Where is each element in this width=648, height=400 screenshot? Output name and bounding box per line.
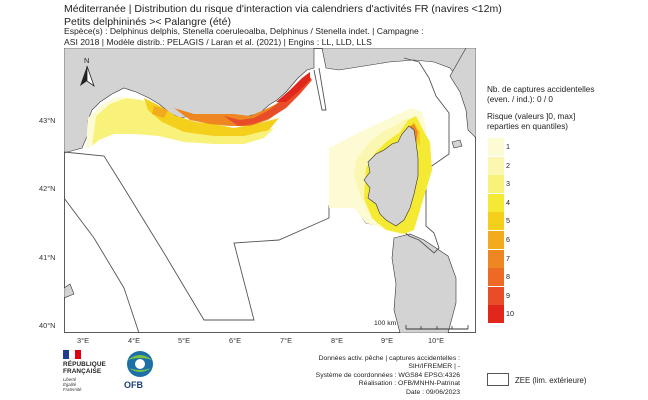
risk-zone-coast-class-10 [276, 72, 310, 102]
lon-tick-6: 6°E [229, 336, 241, 345]
lon-tick-9: 9°E [381, 336, 393, 345]
rf-motto-1: Liberté [63, 377, 77, 382]
land-corsica [363, 125, 419, 227]
risk-zone-coast-class-5 [144, 98, 279, 136]
scale-label: 100 km [374, 320, 397, 327]
legend-swatch-7 [488, 249, 504, 268]
subtitle-line-2: ASI 2018 | Modèle distrib.: PELAGIS / La… [64, 36, 372, 47]
captures-title-line-1: Nb. de captures accidentelles [487, 85, 595, 94]
republique-francaise-logo: RÉPUBLIQUE FRANÇAISE Liberté Égalité Fra… [63, 350, 115, 394]
legend-swatch-10 [488, 305, 504, 324]
legend-swatch-3 [488, 175, 504, 194]
zee-legend-label: ZEE (lim. extérieure) [515, 376, 587, 385]
footer-credits: Données activ. pêche | captures accident… [316, 355, 460, 397]
legend-label-6: 6 [506, 235, 510, 244]
ofb-logo: OFB [120, 350, 160, 394]
risk-map [64, 48, 476, 333]
captures-title-line-2: (even. / ind.): 0 / 0 [487, 95, 553, 104]
footer-line-1: Données activ. pêche | captures accident… [318, 355, 460, 362]
lon-tick-4: 4°E [128, 336, 140, 345]
risk-legend-title: Risque (valeurs ]0, max] reparties en qu… [487, 112, 575, 132]
zee-legend-swatch [487, 373, 509, 386]
legend-swatch-6 [488, 231, 504, 249]
lon-tick-10: 10°E [428, 336, 445, 345]
marianne-flag-icon [63, 350, 81, 359]
footer-line-3: Système de coordonnées : WGS84 EPSG:4326 [315, 371, 460, 379]
legend-swatch-9 [488, 286, 504, 305]
title-line-1: Méditerranée | Distribution du risque d'… [64, 3, 502, 15]
land-minorca [64, 283, 75, 299]
north-label: N [84, 56, 90, 65]
legend-swatch-8 [488, 268, 504, 287]
map-title: Méditerranée | Distribution du risque d'… [64, 3, 502, 28]
ofb-emblem-icon [127, 351, 153, 377]
map-subtitle: Espèce(s) : Delphinus delphis, Stenella … [64, 26, 424, 47]
legend-swatch-1 [488, 138, 504, 156]
title-line-2: Petits delphininés >< Palangre (été) [64, 15, 231, 28]
rf-line-2: FRANÇAISE [63, 368, 102, 375]
legend-swatch-5 [488, 212, 504, 231]
land-sardinia [391, 233, 457, 333]
legend-label-3: 3 [506, 179, 510, 189]
legend-label-7: 7 [506, 253, 510, 263]
legend-label-10: 10 [506, 309, 514, 319]
risk-title-line-2: reparties en quantiles) [487, 122, 569, 131]
lon-tick-5: 5°E [178, 336, 190, 345]
legend-swatch-4 [488, 193, 504, 212]
legend-label-4: 4 [506, 197, 510, 207]
land-elba [451, 139, 463, 149]
subtitle-line-1: Espèce(s) : Delphinus delphis, Stenella … [64, 26, 424, 36]
footer-line-2: SIH/IFREMER | - [408, 363, 460, 371]
risk-title-line-1: Risque (valeurs ]0, max] [487, 112, 576, 121]
legend-label-8: 8 [506, 272, 510, 282]
legend-label-2: 2 [506, 160, 510, 170]
lon-tick-8: 8°E [331, 336, 343, 345]
lon-tick-7: 7°E [280, 336, 292, 345]
captures-legend-title: Nb. de captures accidentelles (even. / i… [487, 85, 594, 105]
lat-tick-42: 42°N [39, 184, 56, 193]
legend-label-1: 1 [506, 142, 510, 151]
north-arrow-icon [80, 65, 95, 88]
ofb-label: OFB [124, 380, 143, 390]
lon-tick-3: 3°E [77, 336, 89, 345]
zee-limit [64, 57, 450, 321]
footer-line-5: Date : 09/06/2023 [405, 388, 460, 396]
rf-motto-3: Fraternité [63, 387, 82, 392]
land-italy-north [321, 48, 476, 94]
risk-zone-coast-class-6 [152, 106, 168, 118]
risk-zone-coast-class-1 [86, 96, 126, 148]
footer-line-4: Réalisation : OFB/MNHN-Patrinat [358, 380, 460, 388]
lat-tick-43: 43°N [39, 116, 56, 125]
rf-line-1: RÉPUBLIQUE [63, 361, 106, 368]
scale-bar [405, 325, 469, 330]
zee-limit-channel [313, 67, 327, 111]
legend-label-5: 5 [506, 216, 510, 226]
lat-tick-41: 41°N [39, 253, 56, 262]
land-italy-tuscany [449, 48, 476, 139]
rf-motto-2: Égalité [63, 382, 77, 387]
legend-swatch-2 [488, 156, 504, 175]
zee-limit-balearic [64, 197, 140, 333]
lat-tick-40: 40°N [39, 321, 56, 330]
legend-label-9: 9 [506, 290, 510, 300]
